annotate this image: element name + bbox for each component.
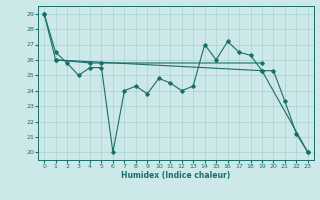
X-axis label: Humidex (Indice chaleur): Humidex (Indice chaleur)	[121, 171, 231, 180]
